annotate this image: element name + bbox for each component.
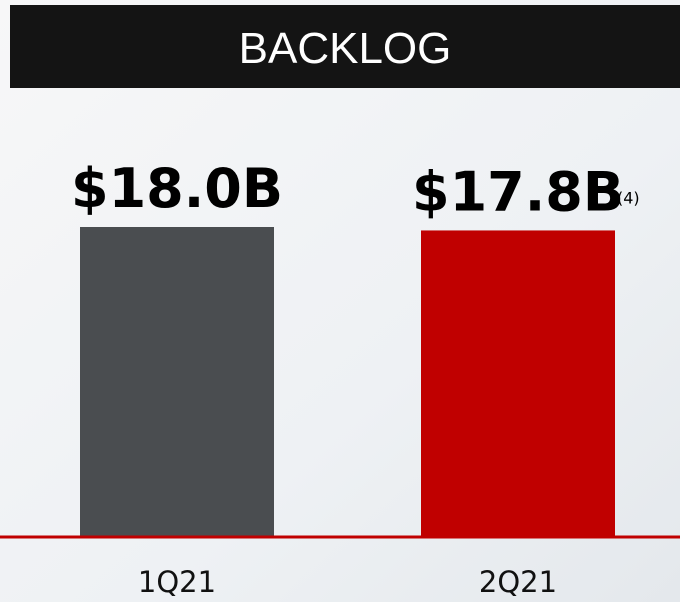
bar [421,230,615,537]
category-label: 1Q21 [138,565,216,599]
footnote-marker: (4) [617,188,640,207]
plot: $18.0B 1Q21 $17.8B 2Q21 (4) [71,157,640,599]
value-label: $18.0B [71,157,283,220]
chart-title: BACKLOG [239,24,452,73]
value-label: $17.8B [412,160,624,223]
title-bar [10,5,680,88]
category-label: 2Q21 [479,565,557,599]
bar [80,227,274,537]
